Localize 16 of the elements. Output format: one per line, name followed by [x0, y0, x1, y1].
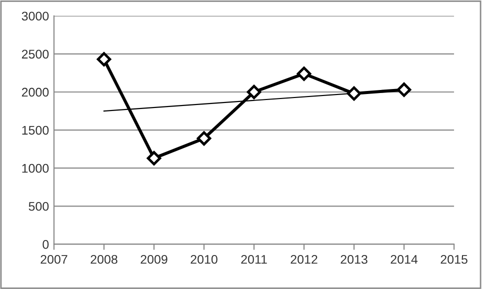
y-tick-label: 3000 — [22, 12, 49, 21]
x-tick-label: 2012 — [290, 254, 318, 264]
x-tick-label: 2010 — [190, 254, 218, 264]
x-tick-label: 2011 — [241, 254, 267, 264]
y-tick-label: 1000 — [22, 164, 49, 173]
y-tick-label: 0 — [42, 240, 49, 249]
y-tick-label: 2500 — [22, 50, 49, 59]
x-tick-label: 2015 — [440, 254, 468, 264]
x-tick-label: 2013 — [340, 254, 368, 264]
x-tick-label: 2014 — [390, 254, 418, 264]
y-tick-label: 500 — [28, 202, 49, 211]
x-tick-label: 2007 — [40, 254, 68, 264]
y-tick-label: 1500 — [22, 126, 49, 135]
x-tick-label: 2008 — [90, 254, 118, 264]
y-tick-label: 2000 — [22, 88, 49, 97]
x-tick-label: 2009 — [140, 254, 168, 264]
